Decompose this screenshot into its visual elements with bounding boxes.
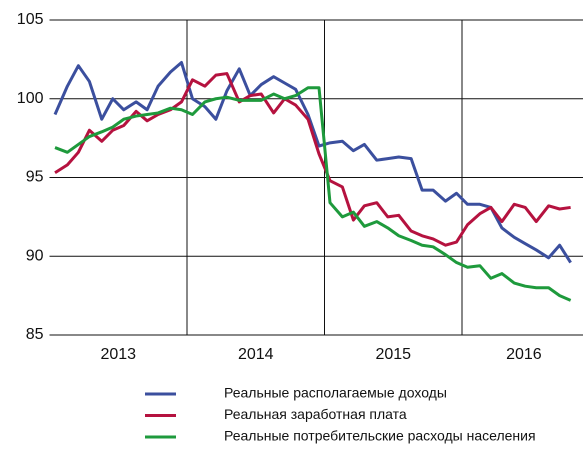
series-line [53, 61, 572, 264]
y-tick-label: 105 [17, 11, 44, 28]
legend-label: Реальная заработная плата [224, 406, 407, 422]
y-tick-label: 100 [17, 90, 44, 107]
x-tick-label: 2015 [375, 346, 411, 363]
x-tick-label: 2014 [238, 346, 274, 363]
y-tick-label: 90 [26, 247, 44, 264]
y-tick-label: 85 [26, 326, 44, 343]
legend-label: Реальные располагаемые доходы [224, 385, 447, 401]
x-tick-label: 2016 [506, 346, 542, 363]
series-line [54, 86, 572, 302]
legend-label: Реальные потребительские расходы населен… [224, 428, 536, 444]
x-tick-label: 2013 [100, 346, 136, 363]
y-tick-label: 95 [26, 169, 44, 186]
series-line [54, 72, 571, 247]
